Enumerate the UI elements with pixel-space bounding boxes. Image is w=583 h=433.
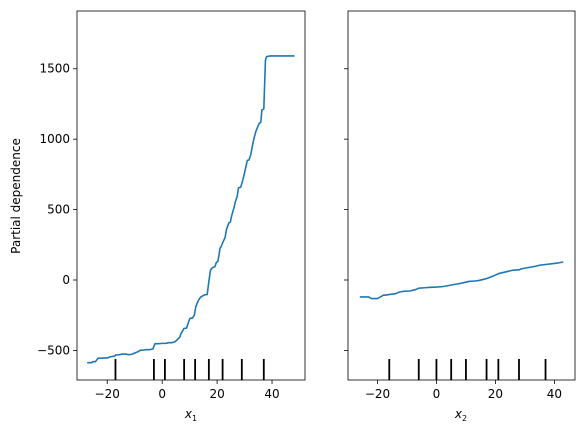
left-y-ticks: −500 0 500 1000 1500 <box>37 62 77 357</box>
left-ytick-label-2: 500 <box>47 203 70 217</box>
left-xtick-label-1: 0 <box>158 387 166 401</box>
left-y-axis-label: Partial dependence <box>9 138 23 254</box>
left-ytick-label-0: −500 <box>37 343 70 357</box>
left-x-axis-label: x1 <box>184 407 197 423</box>
right-x-axis-label-sub: 2 <box>462 414 467 423</box>
left-ytick-label-4: 1500 <box>39 62 70 76</box>
right-xtick-label-2: 20 <box>488 387 503 401</box>
left-x-axis-label-main: x <box>184 407 193 421</box>
right-axes-frame <box>347 10 576 381</box>
right-x-axis-label-main: x <box>454 407 463 421</box>
right-y-ticks <box>344 68 348 351</box>
left-plot-area <box>87 55 295 380</box>
right-xtick-label-1: 0 <box>433 387 441 401</box>
left-axes-frame <box>76 10 306 381</box>
right-xtick-label-0: −20 <box>365 387 390 401</box>
left-pd-line-0 <box>87 55 295 364</box>
left-xtick-label-0: −20 <box>95 387 120 401</box>
left-ytick-label-3: 1000 <box>39 132 70 146</box>
right-plot-area <box>359 261 564 380</box>
left-panel: −20 0 20 40 −500 0 500 1000 1500 Partial depend… <box>9 10 306 423</box>
right-x-ticks: −20 0 20 40 <box>365 380 562 401</box>
right-pd-line-0 <box>359 261 564 300</box>
right-xtick-label-3: 40 <box>547 387 562 401</box>
right-panel: −20 0 20 40 x2 <box>344 10 576 423</box>
left-ytick-label-1: 0 <box>62 273 70 287</box>
left-xtick-label-3: 40 <box>264 387 279 401</box>
left-x-axis-label-sub: 1 <box>192 414 197 423</box>
left-x-ticks: −20 0 20 40 <box>95 380 280 401</box>
right-x-axis-label: x2 <box>454 407 467 423</box>
left-xtick-label-2: 20 <box>209 387 224 401</box>
